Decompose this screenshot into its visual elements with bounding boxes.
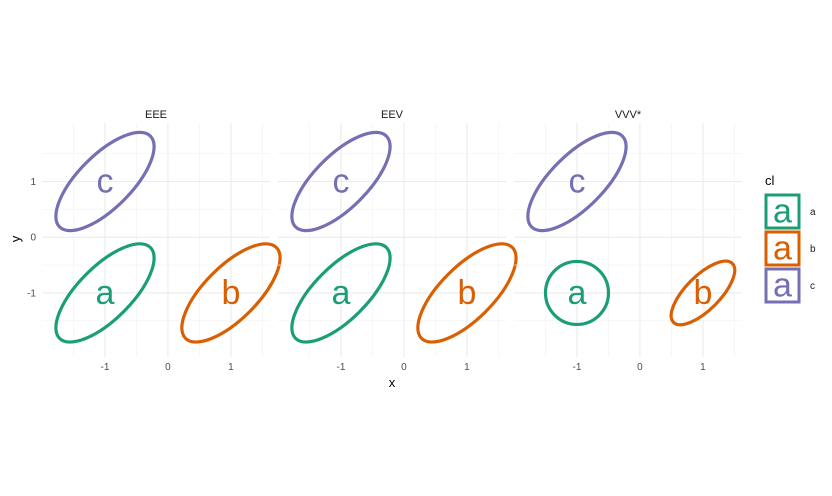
legend: cl a aa ba c	[764, 173, 816, 305]
cluster-label-c: c	[96, 163, 113, 201]
x-tick-label: -1	[337, 362, 346, 373]
cluster-label-a: a	[96, 274, 115, 312]
legend-swatch	[764, 230, 801, 267]
y-axis-title: y	[8, 235, 23, 242]
cluster-label-b: b	[457, 274, 476, 312]
facet-panel: EEV -1 0 1 c a b	[278, 109, 518, 373]
x-axis-title: x	[389, 375, 396, 390]
panel-grid	[514, 123, 742, 357]
facet-strip-label: VVV*	[615, 109, 642, 121]
cluster-label-b: b	[221, 274, 240, 312]
legend-glyph: a	[773, 193, 792, 231]
cluster-ellipse-a	[290, 242, 392, 344]
x-tick-label: 1	[700, 362, 706, 373]
cluster-label-b: b	[693, 274, 712, 312]
x-tick-label: 1	[228, 362, 234, 373]
cluster-ellipse-c	[54, 130, 156, 233]
legend-title: cl	[765, 173, 775, 188]
legend-glyph: a	[773, 230, 792, 268]
cluster-label-a: a	[332, 274, 351, 312]
y-tick-label: 0	[30, 233, 36, 244]
x-tick-label: 0	[637, 362, 643, 373]
cluster-ellipse-a	[543, 259, 611, 327]
panel-grid	[278, 123, 506, 357]
cluster-ellipse-a	[54, 242, 156, 344]
cluster-ellipse-b	[416, 242, 518, 344]
cluster-ellipse-c	[290, 130, 392, 233]
cluster-ellipse-b	[180, 242, 282, 344]
y-tick-label: 1	[30, 177, 36, 188]
cluster-label-a: a	[568, 274, 587, 312]
legend-label: c	[810, 281, 815, 292]
x-tick-label: 0	[401, 362, 407, 373]
panel-grid	[42, 123, 270, 357]
facet-strip-label: EEE	[145, 109, 167, 121]
legend-swatch	[764, 267, 801, 304]
x-tick-label: -1	[573, 362, 582, 373]
cluster-ellipse-c	[526, 130, 628, 233]
legend-swatch	[764, 193, 801, 230]
cluster-ellipse-b	[669, 259, 737, 327]
legend-glyph: a	[773, 267, 792, 305]
x-tick-label: -1	[101, 362, 110, 373]
cluster-label-c: c	[332, 163, 349, 201]
facet-strip-label: EEV	[381, 109, 404, 121]
x-tick-label: 0	[165, 362, 171, 373]
x-tick-label: 1	[464, 362, 470, 373]
axes-layer: x y	[8, 235, 396, 390]
cluster-label-c: c	[568, 163, 585, 201]
panels-layer: 1 0 -1 EEE -1 0 1 c a b EEV -1 0 1 c a b VVV* -1 0 1 c a b	[27, 109, 742, 373]
y-tick-label: -1	[27, 288, 36, 299]
facet-panel: VVV* -1 0 1 c a b	[514, 109, 742, 373]
facet-panel: EEE -1 0 1 c a b	[42, 109, 282, 373]
legend-label: a	[810, 207, 816, 218]
legend-label: b	[810, 244, 816, 255]
